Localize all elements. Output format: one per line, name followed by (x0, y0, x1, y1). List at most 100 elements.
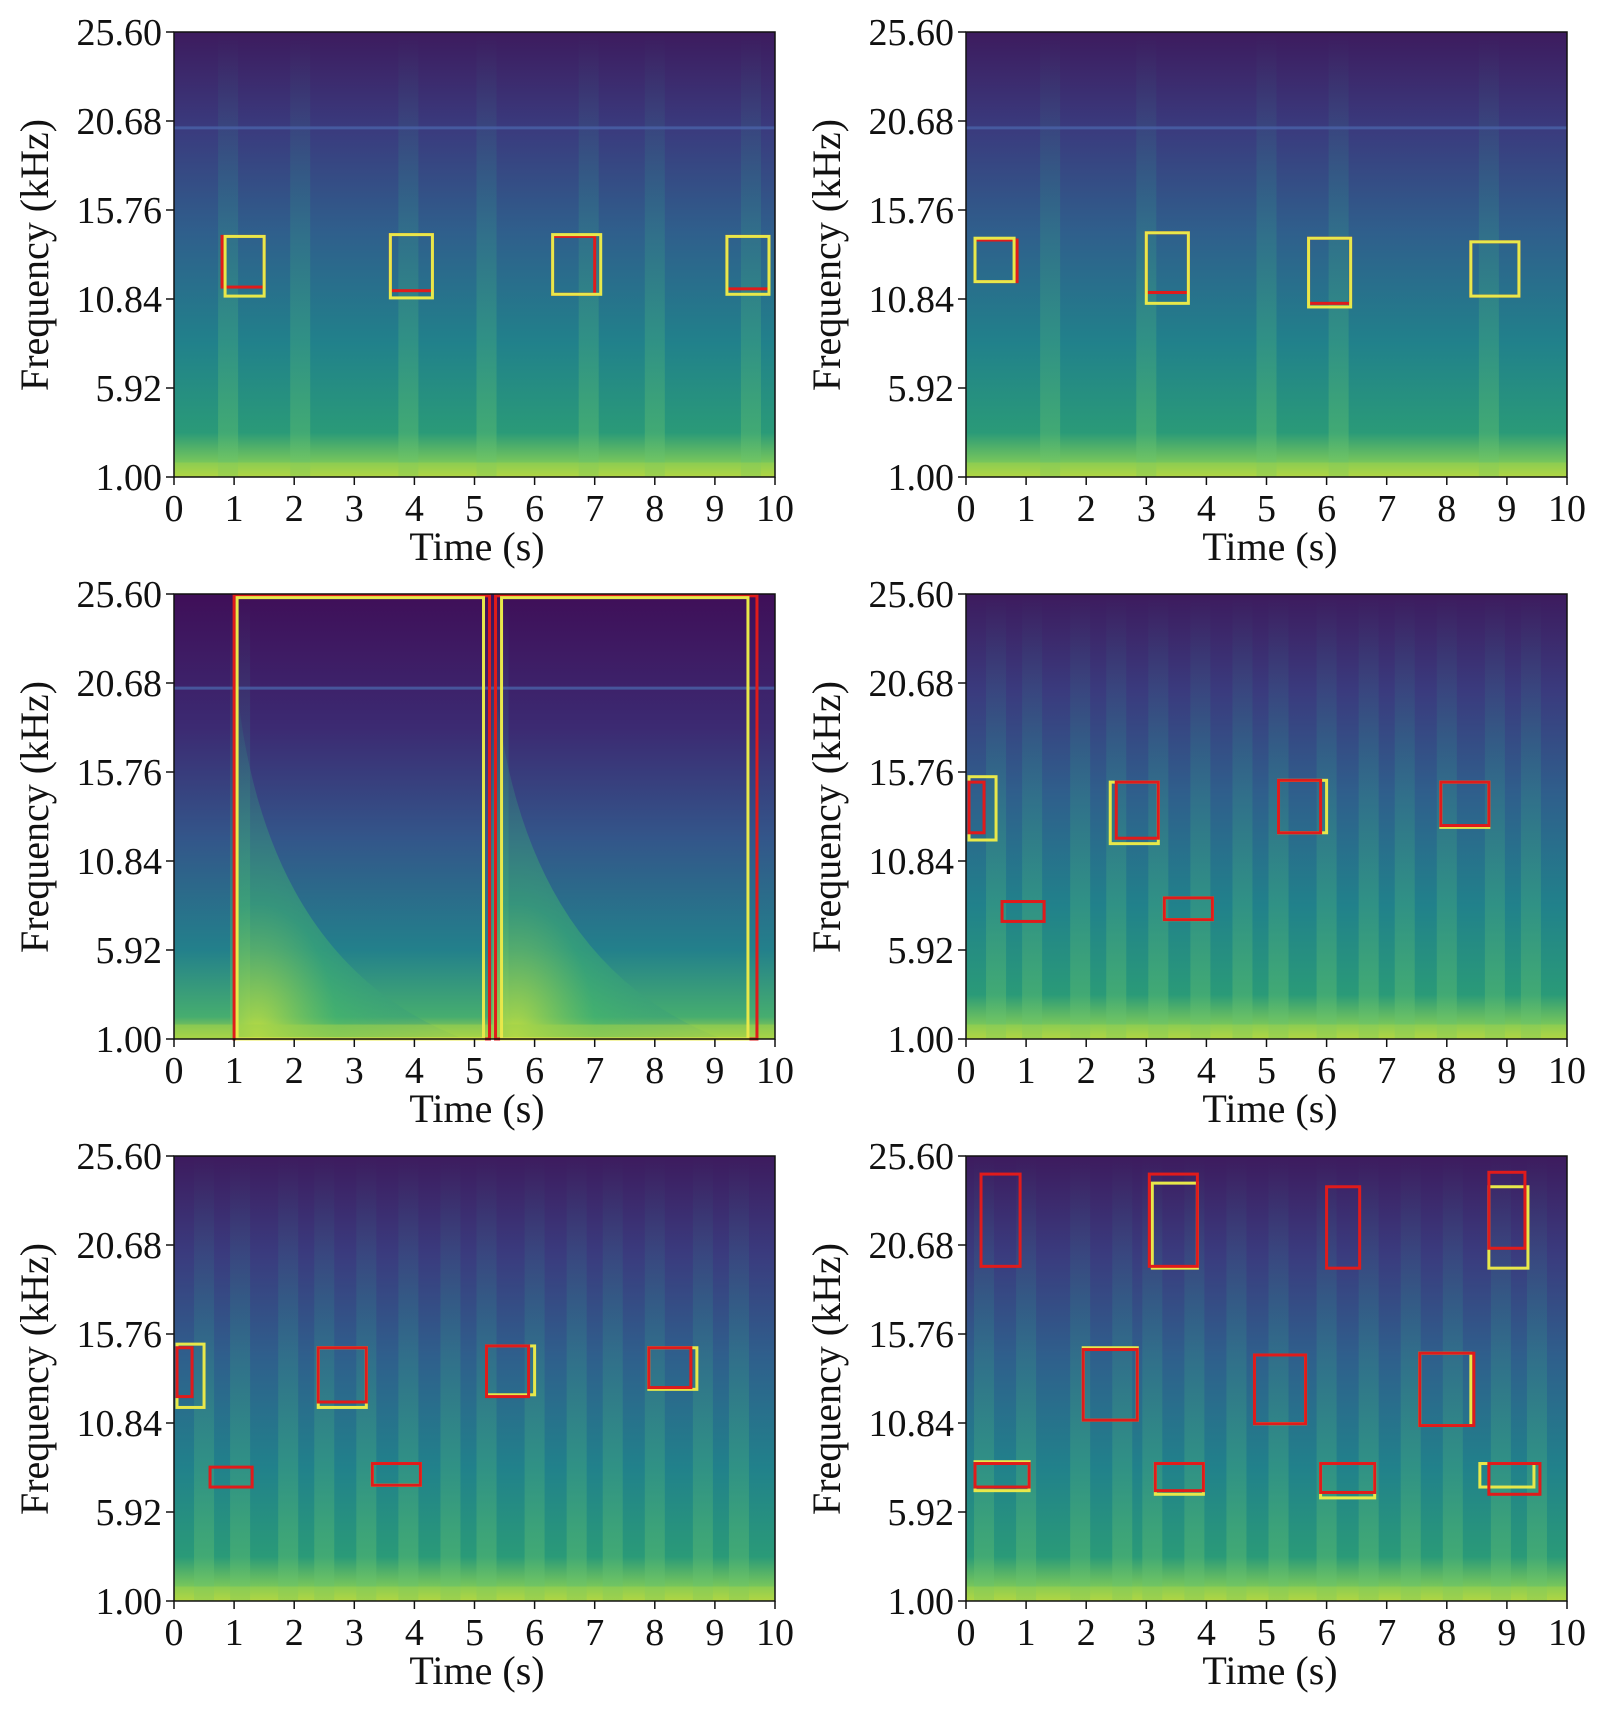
detection-box-red (1162, 896, 1214, 922)
x-tick-label: 1 (225, 1612, 244, 1654)
detection-box-red (1487, 1462, 1542, 1496)
x-axis-label-bottom-left: Time (s) (409, 1648, 544, 1693)
x-tick-label: 0 (957, 1050, 976, 1092)
x-tick-label: 8 (1437, 1612, 1456, 1654)
energy-band (1490, 1156, 1511, 1601)
x-tick-label: 3 (1137, 488, 1156, 530)
detection-box-red (967, 780, 986, 835)
panels-layer: 0 1 2 3 4 5 6 7 8 9 101.005.9210.8415.7620.6825.60… (77, 12, 1587, 1654)
x-tick-label: 10 (1548, 1612, 1586, 1654)
y-tick-label: 15.76 (869, 1314, 955, 1356)
y-tick-label: 10.84 (869, 279, 955, 321)
y-tick-label: 15.76 (77, 190, 163, 232)
x-tick-label: 4 (405, 488, 424, 530)
detection-box-red (647, 1346, 693, 1390)
spectrogram-image (966, 594, 1567, 1039)
x-tick-label: 2 (1077, 1612, 1096, 1654)
x-tick-label: 3 (1137, 1050, 1156, 1092)
spectrogram-image (174, 1156, 775, 1601)
panel-bottom-left: 0 1 2 3 4 5 6 7 8 9 10 1.00 5.92 10.84 15.76 20.68 25.60 (77, 1136, 795, 1654)
energy-band (740, 32, 761, 477)
y-tick-label: 5.92 (888, 930, 955, 972)
y-tick-label: 25.60 (869, 1136, 955, 1178)
y-tick-label: 25.60 (869, 12, 955, 54)
energy-band (602, 1156, 623, 1601)
x-tick-label: 4 (405, 1050, 424, 1092)
x-tick-label: 3 (1137, 1612, 1156, 1654)
y-tick-label: 20.68 (77, 101, 163, 143)
energy-band (1070, 1156, 1091, 1601)
energy-band (644, 32, 665, 477)
x-tick-label: 0 (165, 1050, 184, 1092)
low-frequency-floor (174, 462, 775, 477)
x-tick-label: 8 (645, 488, 664, 530)
detection-box-red (979, 1172, 1022, 1268)
x-tick-label: 0 (165, 488, 184, 530)
detection-box-red (1081, 1348, 1139, 1422)
energy-band (1358, 1156, 1379, 1601)
x-tick-label: 1 (1017, 1050, 1036, 1092)
low-frequency-floor (174, 1586, 775, 1601)
x-axis-label-top-right: Time (s) (1202, 524, 1337, 569)
x-tick-label: 4 (405, 1612, 424, 1654)
x-tick-label: 2 (285, 488, 304, 530)
y-tick-label: 25.60 (77, 1136, 163, 1178)
spectrogram-image (966, 32, 1567, 477)
y-tick-label: 20.68 (869, 101, 955, 143)
spectrogram-background (966, 594, 1567, 1039)
spectrogram-background (966, 1156, 1567, 1601)
y-tick-label: 5.92 (96, 368, 163, 410)
x-tick-label: 6 (1317, 1612, 1336, 1654)
low-frequency-floor (966, 1586, 1567, 1601)
x-tick-label: 7 (1377, 488, 1396, 530)
detection-box-red (1319, 1462, 1377, 1494)
energy-band (1232, 594, 1253, 1039)
y-tick-label: 10.84 (77, 279, 163, 321)
energy-band (1112, 1156, 1133, 1601)
y-tick-label: 5.92 (888, 368, 955, 410)
energy-band (1520, 594, 1541, 1039)
detection-box-red (1147, 1172, 1199, 1268)
y-tick-label: 15.76 (869, 752, 955, 794)
energy-band (728, 1156, 749, 1601)
panel-middle-left: 0 1 2 3 4 5 6 7 8 9 10 1.00 5.92 10.84 15.76 20.68 25.60 (77, 574, 795, 1092)
y-tick-label: 25.60 (869, 574, 955, 616)
x-tick-label: 1 (1017, 1612, 1036, 1654)
y-axis-label-middle-right: Frequency (kHz) (804, 681, 849, 953)
low-frequency-floor (174, 1024, 775, 1039)
y-tick-label: 5.92 (96, 930, 163, 972)
energy-band (1400, 1156, 1421, 1601)
energy-band (1442, 1156, 1463, 1601)
detection-box-red (1153, 1462, 1205, 1493)
x-tick-label: 2 (285, 1050, 304, 1092)
detection-box-red (175, 1346, 194, 1399)
detection-box-red (1277, 778, 1323, 835)
detection-box-red (1487, 1170, 1527, 1250)
energy-band (230, 1156, 251, 1601)
y-tick-label: 25.60 (77, 574, 163, 616)
x-tick-label: 4 (1197, 1612, 1216, 1654)
energy-band (1184, 1156, 1205, 1601)
low-frequency-floor (966, 462, 1567, 477)
y-tick-label: 15.76 (77, 1314, 163, 1356)
detection-box-red (1418, 1351, 1476, 1428)
x-tick-label: 9 (705, 1050, 724, 1092)
x-tick-label: 5 (1257, 1050, 1276, 1092)
panel-bottom-right: 0 1 2 3 4 5 6 7 8 9 10 1.00 5.92 10.84 15.76 20.68 25.60 (869, 1136, 1587, 1654)
x-tick-label: 2 (1077, 1050, 1096, 1092)
x-tick-label: 3 (345, 1050, 364, 1092)
spectrogram-image (174, 594, 775, 1039)
x-tick-label: 3 (345, 488, 364, 530)
x-tick-label: 7 (585, 1612, 604, 1654)
y-tick-label: 20.68 (869, 663, 955, 705)
y-tick-label: 10.84 (869, 1403, 955, 1445)
y-tick-label: 1.00 (96, 1581, 163, 1623)
energy-band (1484, 594, 1505, 1039)
energy-band (692, 1156, 713, 1601)
x-tick-label: 10 (756, 488, 794, 530)
y-axis-label-middle-left: Frequency (kHz) (12, 681, 57, 953)
axis-titles-layer: Time (s) Time (s) Time (s) Time (s) Time… (12, 119, 1338, 1693)
energy-band (578, 32, 599, 477)
detection-box-red (316, 1346, 368, 1404)
x-tick-label: 6 (525, 1050, 544, 1092)
